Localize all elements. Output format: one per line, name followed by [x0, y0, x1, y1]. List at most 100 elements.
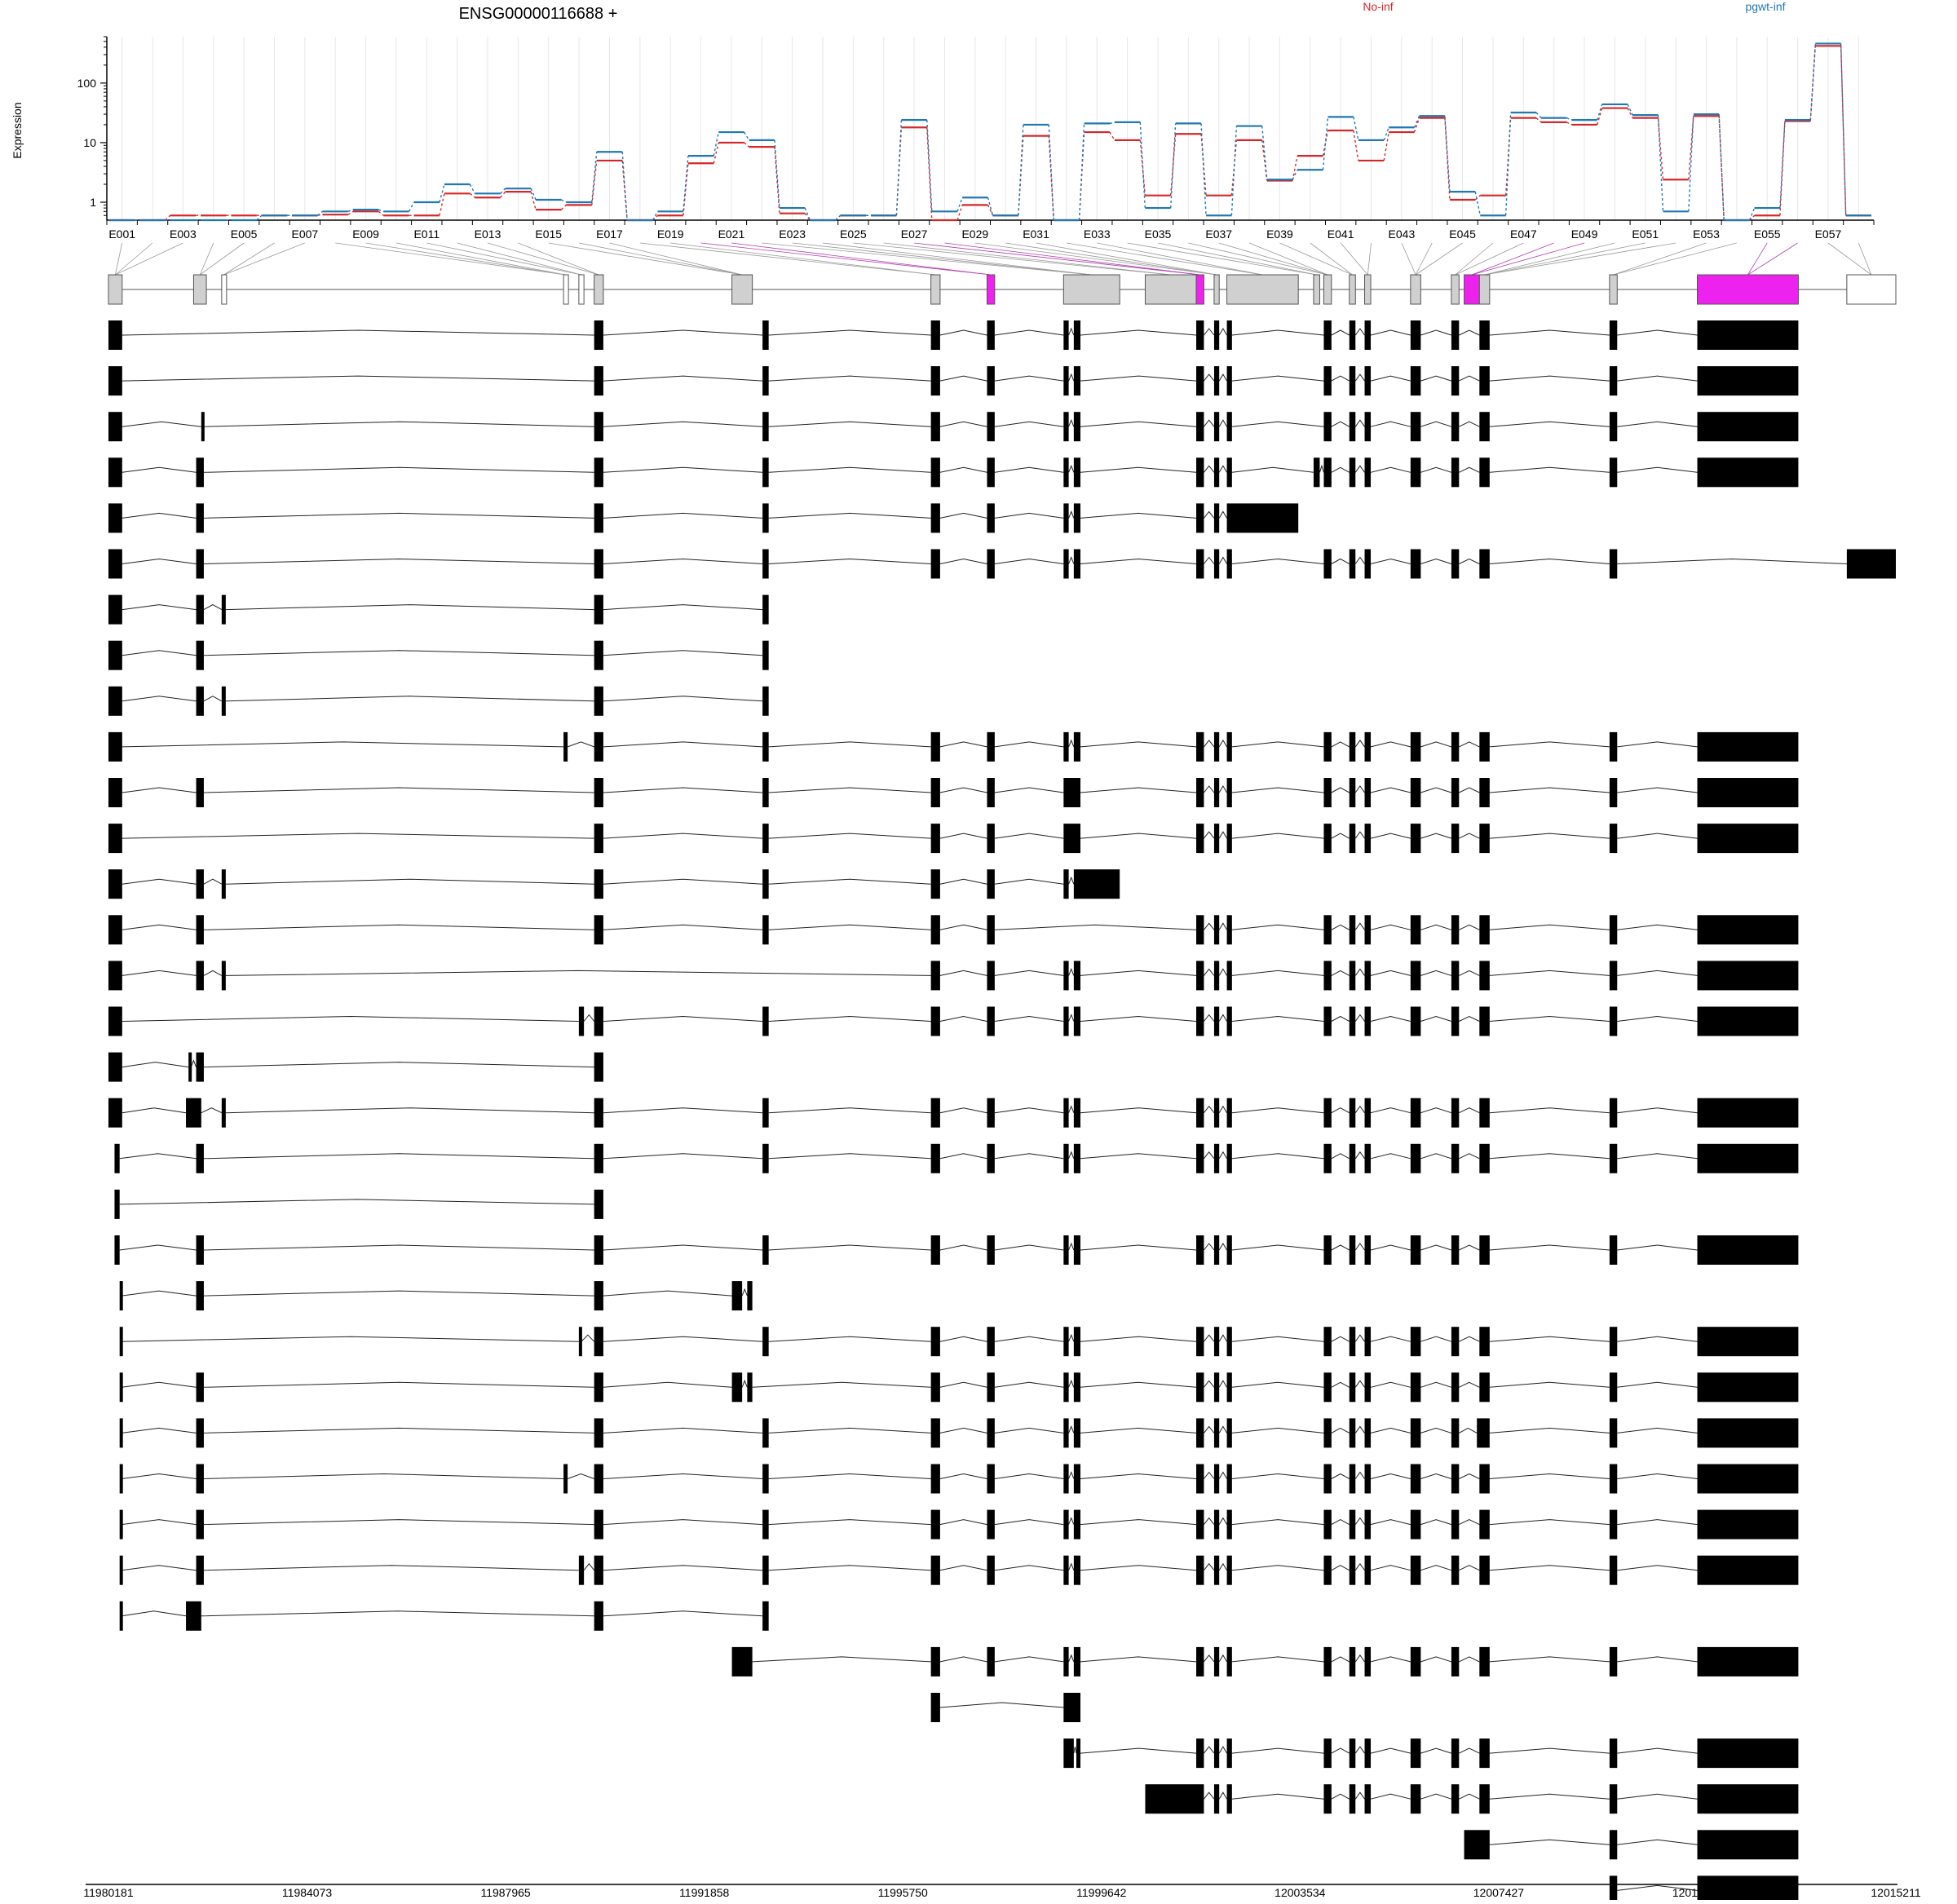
transcript-exon — [1698, 1556, 1799, 1585]
intron-line — [584, 1015, 594, 1022]
intron-line — [1617, 1657, 1697, 1662]
series-connector — [1415, 118, 1420, 132]
transcript-exon — [1350, 778, 1356, 807]
intron-line — [1332, 1474, 1350, 1479]
intron-line — [1232, 1520, 1324, 1525]
intron-line — [204, 1474, 563, 1479]
series-connector — [470, 184, 475, 193]
series-connector — [1292, 156, 1297, 180]
intron-line — [1371, 330, 1411, 335]
intron-line — [1204, 1473, 1214, 1479]
intron-line — [121, 1474, 196, 1479]
transcript-exon — [1063, 1418, 1068, 1447]
legend-entry-no-inf: No-inf — [1363, 0, 1393, 13]
transcript-exon — [108, 824, 122, 853]
intron-line — [603, 1611, 762, 1616]
intron-line — [1332, 1108, 1350, 1113]
intron-line — [1219, 1152, 1226, 1159]
transcript-exon — [1227, 732, 1232, 762]
intron-line — [1459, 1794, 1479, 1799]
intron-line — [940, 1657, 987, 1662]
intron-line — [1371, 1428, 1411, 1433]
y-tick-label: 100 — [77, 77, 97, 90]
intron-line — [226, 696, 594, 701]
transcript-exon — [594, 1372, 603, 1402]
transcript-exon — [762, 1464, 769, 1494]
intron-line — [122, 513, 197, 518]
transcript-row — [108, 869, 1120, 899]
gene-model — [108, 275, 1896, 304]
transcript-exon — [1610, 457, 1617, 487]
transcript-exon — [1411, 1464, 1421, 1494]
series-connector — [348, 210, 353, 211]
exon-connector — [609, 243, 742, 275]
intron-line — [1069, 1518, 1074, 1525]
intron-line — [1232, 1428, 1324, 1433]
transcript-exon — [186, 1601, 201, 1631]
intron-line — [1617, 1428, 1697, 1433]
intron-line — [1332, 1794, 1350, 1799]
intron-line — [122, 742, 563, 747]
transcript-exon — [1227, 1510, 1232, 1540]
intron-line — [1232, 1017, 1324, 1022]
transcript-exon — [1411, 320, 1421, 350]
transcript-exon — [987, 961, 994, 990]
transcript-exon — [1479, 457, 1490, 487]
intron-line — [1080, 1017, 1196, 1022]
intron-line — [1080, 467, 1196, 472]
intron-line — [1204, 969, 1214, 975]
transcript-exon — [197, 687, 204, 716]
x-tick-label: E049 — [1571, 228, 1598, 241]
transcript-exon — [931, 503, 940, 532]
transcript-exon — [1214, 1372, 1219, 1402]
transcript-exon — [987, 778, 994, 807]
intron-line — [226, 879, 594, 884]
transcript-exon — [1074, 550, 1080, 579]
x-tick-label: E051 — [1632, 228, 1659, 241]
transcript-exon — [1698, 1418, 1799, 1447]
transcript-exon — [1479, 366, 1490, 395]
exon-connector — [793, 243, 1092, 275]
transcript-exon — [762, 778, 769, 807]
transcript-exon — [1350, 457, 1356, 487]
transcript-exon — [1074, 503, 1080, 532]
transcript-exon — [1698, 1098, 1799, 1128]
transcript-exon — [108, 961, 122, 990]
transcript-exon — [1074, 320, 1080, 350]
transcript-exon — [1365, 1372, 1372, 1402]
intron-line — [995, 1520, 1063, 1525]
series-connector — [1536, 113, 1541, 118]
intron-line — [769, 1245, 931, 1250]
transcript-exon — [1323, 1464, 1331, 1494]
intron-line — [122, 1108, 186, 1113]
transcript-exon — [1479, 1144, 1490, 1173]
transcript-exon — [108, 1053, 122, 1082]
intron-line — [1617, 1017, 1697, 1022]
transcript-exon — [1451, 824, 1459, 853]
transcript-exon — [1196, 1738, 1204, 1768]
gene-exon — [222, 275, 227, 304]
intron-line — [995, 1474, 1063, 1479]
intron-line — [1219, 1792, 1226, 1799]
transcript-exon — [1323, 824, 1331, 853]
transcript-exon — [1350, 915, 1356, 944]
exon-connector — [1614, 243, 1707, 275]
transcript-exon — [1063, 503, 1068, 532]
intron-line — [1069, 1244, 1074, 1250]
intron-line — [940, 788, 987, 793]
intron-line — [940, 1428, 987, 1433]
transcript-exon — [1227, 1738, 1232, 1768]
x-tick-label: E045 — [1449, 228, 1476, 241]
transcript-exon — [1350, 1235, 1356, 1265]
intron-line — [1355, 740, 1364, 747]
intron-line — [1219, 1426, 1226, 1433]
transcript-exon — [579, 1327, 582, 1356]
transcript-exon — [1214, 1098, 1219, 1128]
intron-line — [1069, 1473, 1074, 1479]
transcript-exon — [1411, 1647, 1421, 1676]
series-connector — [1231, 140, 1236, 196]
transcript-exon — [1365, 366, 1372, 395]
transcript-exon — [1214, 1327, 1219, 1356]
transcript-exon — [594, 824, 603, 853]
transcript-exon — [1451, 1738, 1459, 1768]
